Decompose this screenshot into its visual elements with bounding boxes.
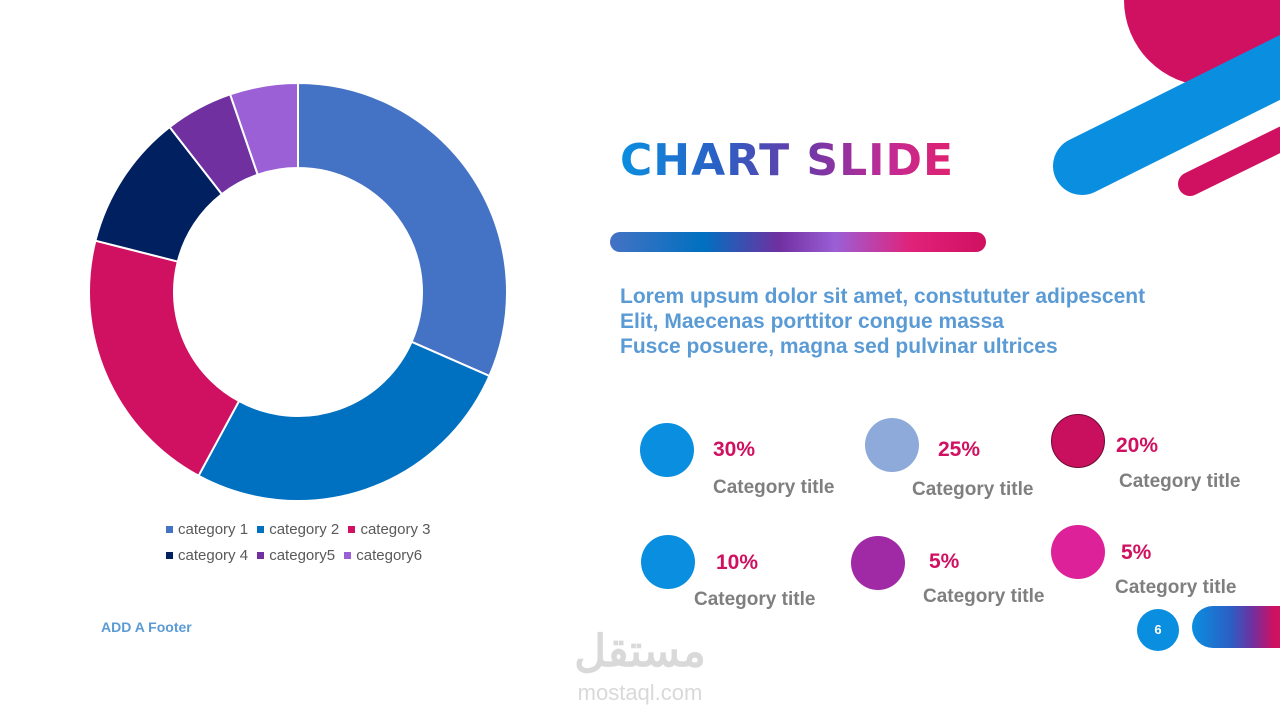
legend-label: category 4 — [178, 547, 249, 564]
stat-percent: 5% — [929, 550, 960, 573]
legend-label: category 1 — [178, 521, 249, 538]
stat-circle — [865, 418, 919, 472]
stat-circle — [1051, 414, 1105, 468]
stat-label: Category title — [1115, 577, 1237, 598]
watermark-logo: مستقل — [574, 627, 706, 676]
stat-label: Category title — [694, 589, 816, 610]
stat-percent: 20% — [1116, 434, 1159, 457]
stat-label: Category title — [1119, 471, 1241, 492]
slide-footer: ADD A Footer — [101, 619, 192, 635]
legend-swatch — [257, 552, 265, 559]
stat-label: Category title — [912, 479, 1034, 500]
stat-circle — [851, 536, 905, 590]
legend-item-3: category 3 — [348, 517, 430, 543]
stat-label: Category title — [713, 477, 835, 498]
legend-swatch — [257, 526, 265, 533]
slide-title: CHART SLIDE — [620, 135, 955, 186]
page-number: 6 — [1137, 609, 1179, 651]
gradient-pill — [1192, 606, 1280, 648]
donut-slice-2 — [197, 340, 491, 502]
stat-percent: 25% — [938, 438, 981, 461]
chart-legend: category 1 category 2 category 3 categor… — [166, 517, 466, 569]
legend-label: category 3 — [360, 521, 431, 538]
legend-label: category 2 — [269, 521, 340, 538]
legend-swatch — [166, 526, 173, 533]
legend-swatch — [166, 552, 173, 559]
legend-swatch — [348, 526, 356, 533]
stat-circle — [641, 535, 695, 589]
watermark-url: mostaql.com — [577, 680, 703, 705]
stat-circle — [640, 423, 694, 477]
stat-label: Category title — [923, 586, 1045, 607]
stat-percent: 5% — [1121, 541, 1152, 564]
body-line: Lorem upsum dolor sit amet, constututer … — [620, 285, 1146, 308]
legend-swatch — [344, 552, 352, 559]
donut-slice-3 — [88, 239, 241, 478]
legend-item-6: category6 — [344, 543, 422, 569]
donut-slice-6 — [228, 81, 299, 176]
donut-slice-1 — [297, 81, 508, 378]
stat-percent: 10% — [716, 551, 759, 574]
body-line: Elit, Maecenas porttitor congue massa — [620, 310, 1004, 333]
legend-item-5: category5 — [257, 543, 335, 569]
body-text: Lorem upsum dolor sit amet, constututer … — [620, 284, 1145, 359]
stat-percent: 30% — [713, 438, 756, 461]
legend-item-1: category 1 — [166, 517, 248, 543]
legend-item-2: category 2 — [257, 517, 339, 543]
legend-label: category6 — [356, 547, 423, 564]
legend-label: category5 — [269, 547, 336, 564]
gradient-divider — [610, 232, 986, 252]
stat-circle — [1051, 525, 1105, 579]
donut-slices — [88, 81, 508, 502]
legend-item-4: category 4 — [166, 543, 248, 569]
body-line: Fusce posuere, magna sed pulvinar ultric… — [620, 335, 1058, 358]
